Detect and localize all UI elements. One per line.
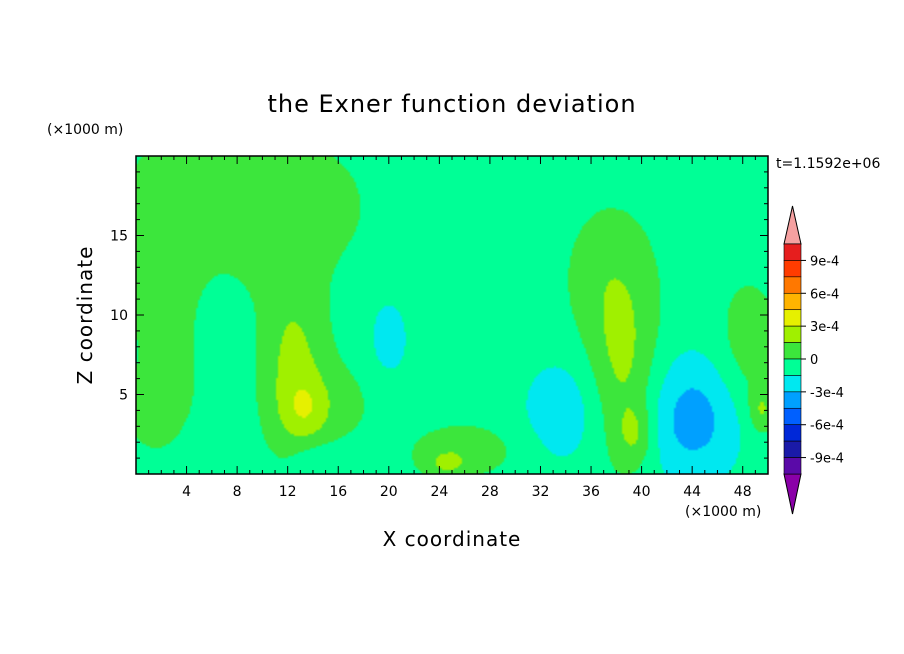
colorbar [783,205,806,515]
x-tick-label: 4 [182,484,191,500]
colorbar-swatch [783,375,802,393]
x-tick-label: 40 [633,484,651,500]
y-tick-label: 10 [110,308,128,324]
colorbar-swatch [783,424,802,442]
x-tick-label: 28 [481,484,499,500]
x-axis-label: X coordinate [383,527,522,551]
x-tick-label: 32 [532,484,550,500]
axis-ticks [136,156,768,474]
colorbar-bottom-arrow [783,473,802,515]
colorbar-swatch [783,407,802,426]
colorbar-label: -9e-4 [810,452,844,467]
x-tick-label: 44 [683,484,701,500]
colorbar-top-arrow [783,205,802,245]
x-tick-label: 8 [233,484,242,500]
colorbar-label: -3e-4 [810,386,844,401]
colorbar-swatch [783,292,802,311]
colorbar-swatch [783,260,802,278]
field-raster [136,156,768,474]
colorbar-swatch [783,309,802,327]
x-tick-labels: 4 8 12 16 20 24 28 32 36 40 44 48 [182,484,752,500]
colorbar-swatch [783,440,802,458]
colorbar-label: 6e-4 [810,287,839,302]
y-tick-labels: 5 10 15 [110,229,128,404]
y-axis-label: Z coordinate [73,246,97,385]
colorbar-label: 0 [810,353,818,368]
x-tick-label: 36 [582,484,600,500]
colorbar-swatch [783,391,802,409]
x-tick-label: 48 [734,484,752,500]
y-unit-label: (×1000 m) [47,122,123,138]
y-tick-label: 5 [119,388,128,404]
colorbar-swatch [783,325,802,343]
x-tick-label: 16 [329,484,347,500]
colorbar-label: -6e-4 [810,419,844,434]
colorbar-swatch [783,358,802,376]
colorbar-swatch [783,276,802,294]
colorbar-labels: 9e-4 6e-4 3e-4 0 -3e-4 -6e-4 -9e-4 [810,254,844,466]
colorbar-swatch [783,457,802,475]
colorbar-label: 3e-4 [810,320,839,335]
x-tick-label: 24 [430,484,448,500]
colorbar-swatch [783,342,802,360]
chart-title: the Exner function deviation [267,90,636,118]
x-tick-label: 12 [279,484,297,500]
y-tick-label: 15 [110,229,128,245]
x-unit-label: (×1000 m) [685,504,761,520]
contour-field [136,156,768,474]
time-label: t=1.1592e+06 [776,156,880,172]
x-tick-label: 20 [380,484,398,500]
colorbar-swatch [783,243,802,261]
colorbar-label: 9e-4 [810,254,839,269]
